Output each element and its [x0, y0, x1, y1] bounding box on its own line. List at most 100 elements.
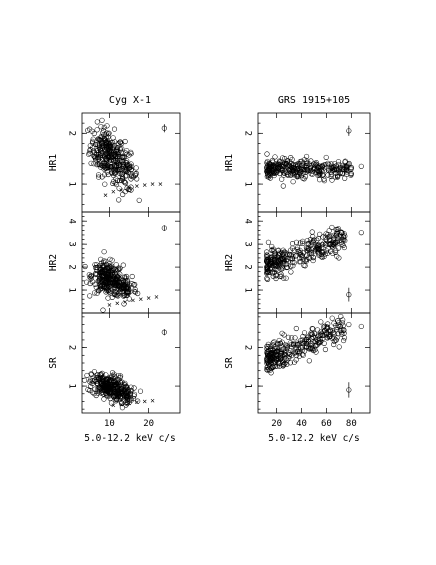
right-sr-point [358, 323, 364, 330]
left-hr1-point [102, 181, 108, 187]
right-sr-point [270, 340, 276, 346]
left-hr2-point [105, 295, 111, 301]
left-hr1-point [122, 138, 128, 145]
left-hr1-cross-mark [142, 183, 147, 187]
left-hr1-point [103, 161, 109, 167]
left-hr1-point [98, 133, 104, 139]
right-hr1-point [291, 172, 297, 178]
left-hr2-point [126, 282, 133, 288]
left-hr1-point [106, 143, 112, 149]
right-hr2-point [294, 246, 300, 252]
left-hr1-point [93, 141, 99, 148]
right-hr2-point [331, 232, 337, 238]
right-sr-point [264, 355, 270, 361]
right-hr2-point [289, 241, 296, 247]
left-hr1-point [96, 151, 102, 158]
left-hr1-point [120, 191, 126, 198]
right-hr1-point [276, 158, 283, 164]
right-hr1-point [265, 171, 271, 177]
right-sr-point [274, 348, 281, 354]
right-hr1-point [290, 179, 296, 185]
right-sr-point [336, 344, 342, 350]
right-sr-point [267, 358, 273, 364]
right-hr1-point [264, 160, 270, 166]
right-hr2-point [317, 231, 323, 237]
right-sr-point [286, 350, 292, 356]
right-sr-point [312, 338, 318, 344]
left-hr1-point [127, 165, 133, 171]
right-hr1-point [264, 169, 270, 175]
left-hr2-point [100, 307, 106, 313]
right-hr2-point [269, 243, 275, 249]
left-hr1-point [117, 139, 123, 145]
right-hr2-point [268, 262, 274, 268]
right-hr1-point [323, 154, 329, 160]
right-hr2-point [275, 258, 281, 264]
right-hr2-point [272, 252, 278, 258]
right-hr1-point [303, 169, 309, 175]
right-hr2-point [297, 240, 303, 246]
left-hr1-ytick-label: 1 [67, 181, 77, 186]
left-hr1-point [111, 152, 117, 159]
right-sr-point [273, 359, 279, 365]
right-hr1-point [267, 161, 273, 167]
right-sr-point [284, 361, 290, 367]
left-hr1-point [136, 197, 142, 203]
right-hr2-point [297, 249, 303, 255]
right-sr-point [337, 327, 343, 334]
left-hr1-point [111, 126, 118, 132]
right-hr2-point [280, 247, 286, 253]
left-hr2-point [121, 284, 127, 290]
right-sr-point [340, 317, 346, 323]
right-sr-point [330, 329, 336, 335]
right-hr1-ytick-label: 1 [243, 181, 253, 186]
right-sr-point [277, 353, 284, 359]
right-hr2-point [267, 255, 273, 261]
left-hr1-point [101, 166, 107, 172]
right-hr2-point [331, 242, 337, 248]
right-sr-point [341, 338, 347, 344]
left-hr1-point [108, 153, 114, 159]
left-hr2-point [123, 286, 129, 292]
left-hr1-point [112, 170, 118, 176]
right-hr2-point [288, 269, 294, 275]
left-sr-cross-mark [150, 398, 155, 403]
left-hr2-point [107, 268, 113, 274]
left-hr1-point [120, 154, 126, 160]
left-sr-point [124, 397, 130, 403]
right-hr2-point [302, 257, 308, 264]
right-sr-point [299, 351, 305, 357]
right-hr2-point [264, 275, 270, 282]
right-sr-point [327, 328, 333, 334]
left-hr1-point [98, 124, 104, 130]
left-hr2-ytick-label: 3 [67, 241, 77, 246]
right-hr1-point [277, 159, 283, 165]
left-sr-point [98, 381, 104, 388]
left-sr-point [109, 389, 115, 395]
left-sr-ytick-label: 2 [67, 345, 77, 350]
right-hr2-point [284, 264, 290, 270]
right-hr2-point [316, 242, 322, 248]
right-hr1-point [348, 171, 354, 177]
left-sr-point [91, 369, 97, 375]
right-hr2-point [333, 249, 339, 255]
right-sr-point [317, 332, 323, 338]
left-x-axis-label: 5.0-12.2 keV c/s [84, 433, 176, 444]
right-hr2-point [334, 229, 340, 235]
right-sr-point [292, 335, 298, 341]
left-sr-point [82, 377, 88, 383]
right-hr1-point [341, 164, 347, 170]
left-hr2-point [115, 291, 121, 297]
left-hr1-point [88, 160, 94, 166]
left-sr-point [95, 374, 101, 381]
left-sr-cross-mark [142, 399, 147, 404]
right-hr2-point [315, 249, 321, 255]
left-hr2-point [113, 262, 119, 268]
left-hr1-point [111, 158, 117, 164]
left-sr-point [109, 370, 116, 376]
right-sr-point [281, 332, 287, 338]
left-sr-point [98, 381, 104, 387]
right-sr-xtick-label: 20 [271, 419, 282, 429]
right-hr1-point [303, 161, 310, 167]
right-sr-point [264, 367, 270, 373]
